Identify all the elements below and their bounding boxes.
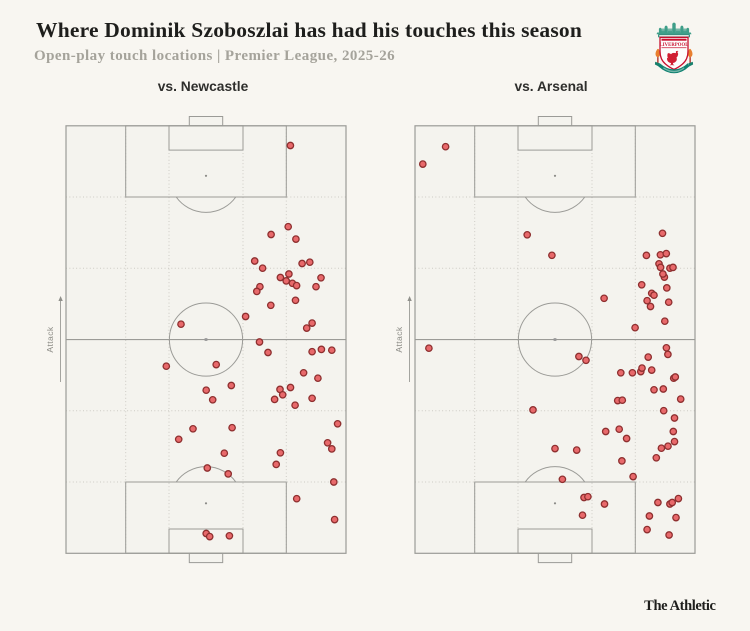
svg-text:Attack: Attack (394, 326, 404, 353)
svg-text:Attack: Attack (45, 326, 55, 353)
svg-text:LIVERPOOL: LIVERPOOL (659, 43, 688, 48)
